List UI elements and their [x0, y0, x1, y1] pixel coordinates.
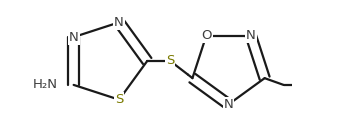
- Text: N: N: [114, 16, 124, 29]
- Text: N: N: [246, 29, 256, 42]
- Text: N: N: [224, 98, 233, 111]
- Text: S: S: [115, 93, 123, 106]
- Text: H₂N: H₂N: [33, 78, 57, 91]
- Text: O: O: [201, 29, 211, 42]
- Text: N: N: [69, 31, 78, 44]
- Text: S: S: [166, 55, 174, 67]
